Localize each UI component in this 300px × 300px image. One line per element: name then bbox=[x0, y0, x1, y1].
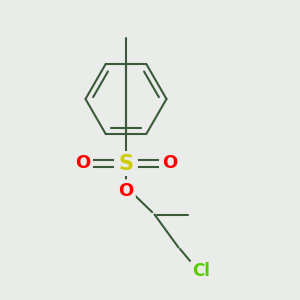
Text: O: O bbox=[162, 154, 177, 172]
Text: O: O bbox=[118, 182, 134, 200]
Text: S: S bbox=[118, 154, 134, 173]
Text: Cl: Cl bbox=[192, 262, 210, 280]
Text: O: O bbox=[75, 154, 90, 172]
